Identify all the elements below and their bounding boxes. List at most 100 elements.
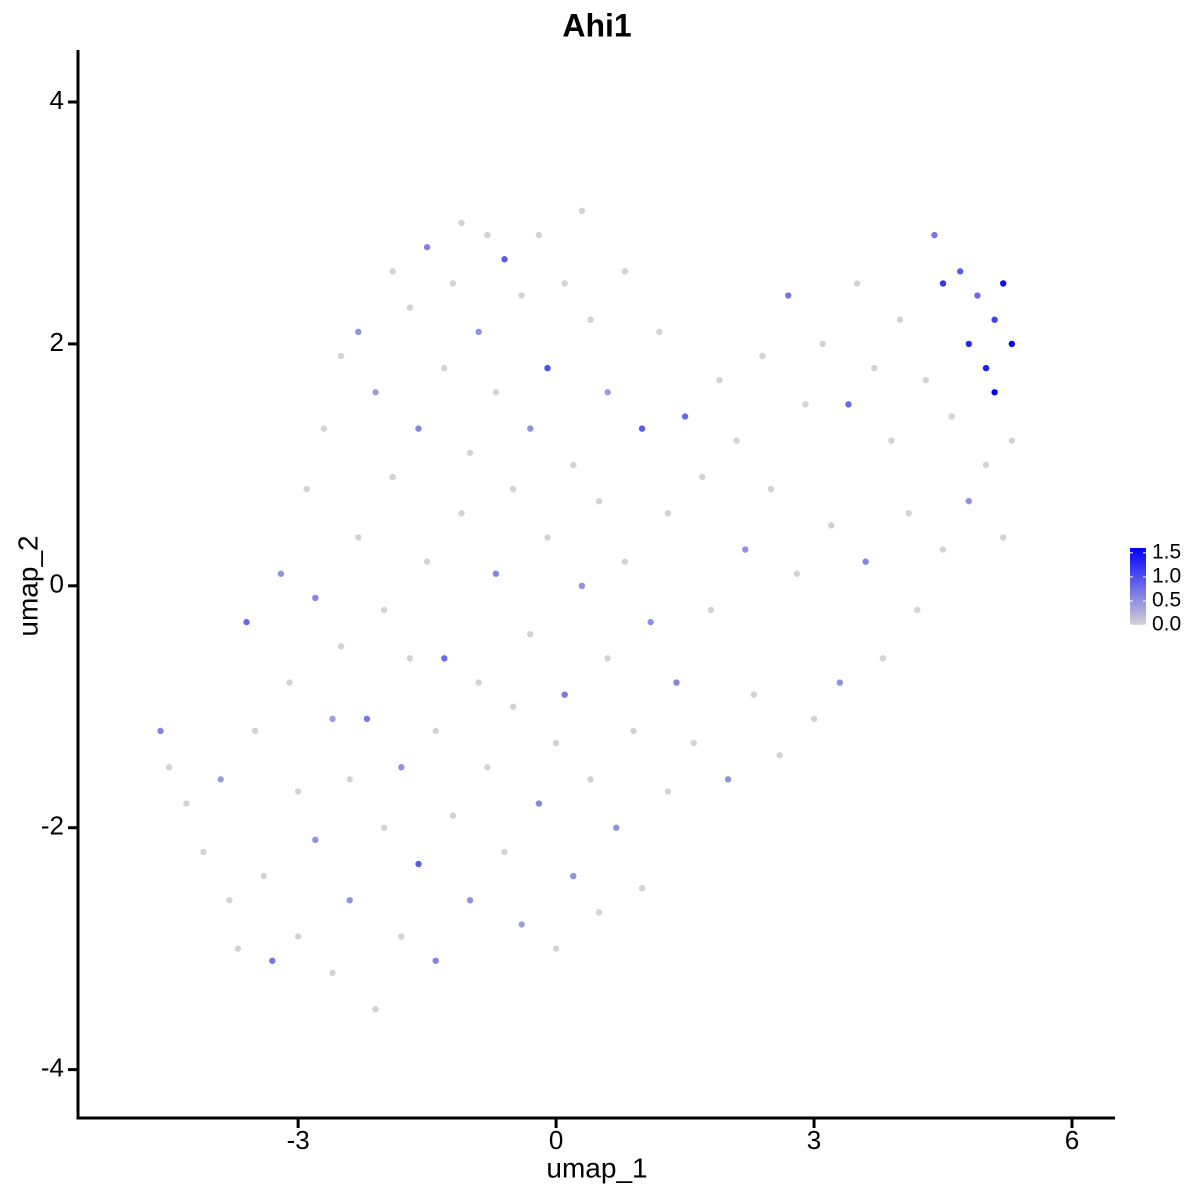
point bbox=[518, 292, 525, 299]
point bbox=[243, 618, 250, 626]
point bbox=[544, 534, 551, 541]
point bbox=[1000, 534, 1007, 541]
point bbox=[991, 316, 998, 323]
point bbox=[896, 316, 904, 323]
point bbox=[535, 231, 543, 239]
point bbox=[355, 534, 362, 541]
point bbox=[991, 389, 998, 396]
point bbox=[733, 437, 740, 444]
point bbox=[449, 280, 457, 287]
point bbox=[552, 739, 560, 747]
point bbox=[484, 231, 491, 239]
point bbox=[441, 364, 448, 372]
point bbox=[965, 340, 973, 348]
point bbox=[423, 243, 431, 251]
point bbox=[587, 316, 594, 323]
point bbox=[458, 219, 465, 227]
point bbox=[845, 401, 852, 408]
x-tick-label: 0 bbox=[549, 1125, 563, 1155]
point bbox=[157, 727, 164, 735]
point bbox=[922, 376, 930, 384]
point bbox=[561, 280, 568, 287]
y-tick-label: 0 bbox=[50, 569, 64, 599]
y-tick-label: -2 bbox=[41, 811, 64, 841]
point bbox=[535, 800, 543, 807]
point bbox=[217, 776, 224, 783]
point bbox=[1008, 340, 1016, 348]
point bbox=[690, 739, 697, 747]
point bbox=[621, 268, 629, 275]
point bbox=[165, 764, 173, 771]
point bbox=[398, 933, 405, 940]
point bbox=[277, 570, 285, 577]
point bbox=[707, 606, 715, 614]
point bbox=[389, 473, 396, 481]
point bbox=[604, 655, 611, 662]
point bbox=[527, 425, 534, 432]
x-tick-label: 6 bbox=[1065, 1125, 1079, 1155]
point bbox=[492, 389, 500, 396]
point bbox=[965, 497, 973, 505]
point bbox=[406, 304, 414, 311]
point bbox=[819, 340, 826, 348]
point bbox=[810, 715, 818, 723]
point bbox=[441, 655, 448, 662]
point bbox=[337, 352, 345, 360]
point bbox=[303, 485, 310, 493]
x-tick-label: 3 bbox=[807, 1125, 821, 1155]
point bbox=[931, 231, 938, 239]
chart-title: Ahi1 bbox=[562, 7, 631, 43]
point bbox=[492, 570, 500, 577]
x-axis-title: umap_1 bbox=[546, 1152, 647, 1183]
point bbox=[286, 679, 293, 686]
y-tick-label: 4 bbox=[50, 85, 64, 115]
point bbox=[458, 510, 465, 517]
point bbox=[681, 413, 689, 420]
point bbox=[234, 945, 242, 952]
point bbox=[415, 425, 422, 432]
point bbox=[372, 389, 379, 396]
colorbar bbox=[1130, 548, 1146, 625]
point bbox=[346, 776, 353, 783]
point bbox=[982, 364, 990, 372]
point bbox=[466, 897, 474, 904]
point bbox=[329, 715, 336, 723]
point bbox=[501, 848, 508, 856]
colorbar-label: 0.5 bbox=[1152, 588, 1181, 611]
point bbox=[389, 268, 396, 275]
point bbox=[587, 776, 594, 783]
point bbox=[320, 425, 328, 432]
point bbox=[466, 449, 474, 456]
point bbox=[312, 594, 319, 602]
point bbox=[613, 824, 620, 831]
point bbox=[475, 328, 482, 336]
point bbox=[785, 292, 792, 299]
point bbox=[836, 679, 844, 686]
point bbox=[742, 546, 749, 553]
point bbox=[595, 497, 603, 505]
point bbox=[372, 1005, 379, 1013]
point bbox=[673, 679, 680, 686]
point bbox=[638, 884, 646, 892]
point bbox=[380, 824, 388, 831]
point bbox=[595, 909, 603, 916]
point bbox=[1008, 437, 1016, 444]
point bbox=[183, 800, 190, 807]
point bbox=[871, 364, 878, 372]
point bbox=[604, 389, 611, 396]
y-axis-title: umap_2 bbox=[12, 535, 43, 636]
point bbox=[914, 606, 921, 614]
point bbox=[888, 437, 895, 444]
point bbox=[518, 921, 525, 928]
point bbox=[406, 655, 414, 662]
y-tick-label: 2 bbox=[50, 327, 64, 357]
point bbox=[802, 401, 809, 408]
x-tick-label: -3 bbox=[287, 1125, 310, 1155]
point bbox=[380, 606, 388, 614]
point bbox=[570, 872, 577, 880]
point bbox=[570, 461, 577, 469]
points bbox=[157, 207, 1016, 1013]
point bbox=[578, 582, 586, 590]
point bbox=[664, 510, 672, 517]
